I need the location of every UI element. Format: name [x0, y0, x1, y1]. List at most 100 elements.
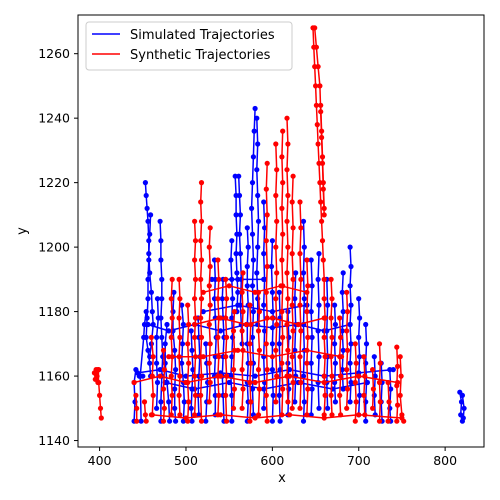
trajectory-point: [215, 334, 221, 340]
trajectory-point: [216, 354, 222, 360]
trajectory-point: [192, 296, 198, 302]
trajectory-point: [255, 244, 261, 250]
trajectory-point: [328, 315, 334, 321]
trajectory-point: [237, 212, 243, 218]
trajectory-line: [197, 317, 201, 415]
trajectory-point: [329, 296, 335, 302]
trajectory-point: [394, 418, 400, 424]
trajectory-line: [363, 356, 366, 415]
trajectory-point: [308, 360, 314, 366]
trajectory-point: [158, 257, 164, 263]
trajectory-point: [159, 334, 165, 340]
trajectory-point: [332, 341, 338, 347]
trajectory-point: [300, 218, 307, 224]
trajectory-point: [230, 328, 237, 334]
trajectory-line: [302, 221, 306, 422]
trajectory-point: [325, 302, 331, 308]
trajectory-point: [298, 328, 304, 334]
trajectory-point: [176, 392, 182, 398]
trajectory-point: [273, 192, 279, 199]
trajectory-point: [290, 276, 296, 282]
trajectory-point: [344, 289, 350, 295]
trajectory-point: [154, 296, 161, 302]
trajectory-point: [206, 283, 212, 289]
trajectory-point: [148, 334, 154, 340]
trajectory-point: [316, 251, 322, 257]
trajectory-point: [176, 315, 182, 321]
x-axis-label: x: [278, 471, 286, 486]
trajectory-point: [167, 418, 173, 424]
trajectory-point: [292, 296, 298, 302]
trajectory-point: [207, 263, 213, 270]
trajectory-point: [262, 328, 268, 334]
trajectory-point: [248, 360, 254, 366]
trajectory-point: [287, 412, 293, 418]
trajectory-point: [255, 289, 262, 295]
trajectory-point: [215, 373, 221, 379]
trajectory-point: [256, 347, 262, 353]
trajectory-point: [148, 212, 154, 218]
trajectory-point: [244, 225, 250, 231]
trajectory-point: [332, 360, 338, 366]
trajectory-point: [256, 386, 262, 392]
trajectory-point: [229, 418, 235, 424]
trajectory-point: [344, 367, 350, 373]
trajectory-point: [274, 270, 280, 276]
trajectory-point: [255, 328, 262, 334]
trajectory-point: [276, 341, 282, 347]
trajectory-point: [161, 367, 167, 373]
trajectory-point: [177, 334, 183, 340]
trajectory-point: [173, 418, 179, 424]
trajectory-point: [231, 309, 237, 315]
trajectory-point: [138, 418, 144, 424]
trajectory-line: [373, 356, 376, 415]
trajectory-point: [264, 315, 270, 321]
trajectory-point: [229, 276, 235, 282]
trajectory-line: [164, 324, 171, 422]
trajectory-point: [344, 309, 351, 315]
trajectory-point: [255, 412, 262, 418]
trajectory-point: [158, 315, 164, 321]
legend-synthetic-label: Synthetic Trajectories: [130, 48, 271, 63]
trajectory-point: [274, 167, 280, 173]
trajectory-point: [185, 302, 191, 308]
trajectory-point: [169, 276, 175, 282]
trajectory-point: [249, 283, 256, 289]
trajectory-point: [305, 386, 311, 392]
trajectory-point: [290, 379, 296, 386]
trajectory-line: [230, 240, 234, 422]
trajectory-point: [320, 257, 326, 263]
trajectory-point: [226, 283, 232, 289]
trajectory-point: [198, 296, 205, 302]
trajectory-point: [395, 402, 401, 408]
trajectory-point: [324, 328, 330, 334]
trajectory-point: [169, 315, 175, 321]
trajectory-line: [199, 182, 203, 422]
trajectory-line: [291, 176, 294, 409]
series-layer: [91, 25, 467, 424]
trajectory-point: [177, 412, 183, 418]
trajectory-point: [149, 412, 155, 418]
trajectory-point: [223, 276, 229, 282]
trajectory-point: [254, 270, 260, 276]
trajectory-point: [154, 379, 161, 386]
trajectory-point: [322, 392, 328, 398]
trajectory-point: [179, 341, 186, 347]
trajectory-point: [319, 154, 326, 160]
trajectory-point: [332, 399, 338, 405]
trajectory-point: [298, 225, 304, 231]
trajectory-point: [146, 251, 152, 257]
trajectory-point: [363, 418, 369, 424]
trajectory-point: [377, 360, 383, 366]
trajectory-point: [279, 309, 285, 315]
trajectory-point: [377, 399, 383, 405]
trajectory-point: [279, 205, 285, 211]
trajectory-point: [224, 296, 230, 302]
trajectory-point: [352, 341, 358, 347]
trajectory-point: [270, 392, 276, 398]
trajectory-point: [168, 334, 174, 340]
trajectory-point: [192, 276, 199, 282]
trajectory-point: [233, 251, 239, 257]
trajectory-point: [261, 251, 267, 257]
